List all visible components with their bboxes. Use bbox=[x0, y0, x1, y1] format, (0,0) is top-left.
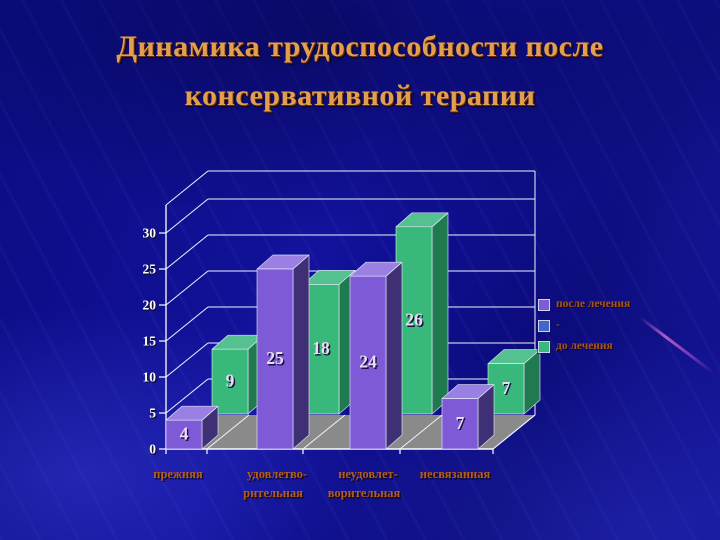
bar-front-face bbox=[349, 275, 387, 450]
category-label-shadow: несвязанная bbox=[421, 468, 492, 482]
category-label: несвязанная bbox=[420, 467, 491, 481]
left-wall-gridline bbox=[165, 198, 209, 234]
legend-item: до лечения bbox=[538, 336, 630, 357]
y-tick-label-shadow: 15 bbox=[144, 335, 158, 350]
category-label-shadow: удовлетво- bbox=[248, 468, 308, 482]
y-tick-label-shadow: 0 bbox=[151, 443, 158, 458]
bar-front-face bbox=[211, 348, 249, 415]
bar-value-label: 4 bbox=[180, 424, 189, 444]
legend-swatch bbox=[538, 340, 550, 353]
y-tick-label-shadow: 30 bbox=[144, 227, 158, 242]
bar-value-label-shadow: 4 bbox=[181, 425, 190, 445]
y-tick-label: 25 bbox=[143, 262, 157, 277]
bar-value-label: 18 bbox=[312, 338, 330, 358]
bar-value-label-shadow: 9 bbox=[227, 372, 236, 392]
y-tick-label-shadow: 25 bbox=[144, 263, 158, 278]
category-label-line2-shadow: рительная bbox=[245, 487, 305, 501]
category-label: удовлетво- bbox=[247, 467, 307, 481]
legend-label: - bbox=[556, 319, 560, 331]
bar-value-label: 7 bbox=[456, 413, 465, 433]
y-tick-label-shadow: 20 bbox=[144, 299, 158, 314]
left-wall-top-edge bbox=[165, 170, 209, 206]
category-label-line2-shadow: ворительная bbox=[329, 487, 402, 501]
left-wall-gridline bbox=[165, 378, 209, 414]
bar-value-label: 7 bbox=[502, 378, 511, 398]
legend-label: до лечения bbox=[556, 340, 613, 352]
bar-value-label: 25 bbox=[266, 348, 284, 368]
legend-swatch bbox=[538, 298, 550, 311]
slide-title-line1: Динамика трудоспособности после bbox=[116, 30, 604, 63]
floor-category-line bbox=[206, 414, 250, 450]
bar-front-face bbox=[256, 268, 294, 450]
bar-side-face bbox=[292, 254, 310, 450]
category-label-line2: ворительная bbox=[328, 486, 401, 500]
y-tick-label: 15 bbox=[143, 334, 157, 349]
bar-value-label-shadow: 18 bbox=[314, 340, 332, 360]
left-wall-gridline bbox=[165, 234, 209, 270]
y-tick-label: 10 bbox=[143, 370, 157, 385]
bar-front-face bbox=[441, 398, 479, 450]
legend-item: после лечения bbox=[538, 294, 630, 315]
legend-label: после лечения bbox=[556, 298, 631, 310]
slide-title-line2: консервативной терапии bbox=[184, 79, 536, 112]
left-wall-gridline bbox=[165, 270, 209, 306]
bar-front-face bbox=[487, 363, 525, 415]
bar-value-label-shadow: 7 bbox=[503, 379, 512, 399]
bar-value-label: 24 bbox=[359, 352, 377, 372]
left-wall-gridline bbox=[165, 342, 209, 378]
bar-value-label: 9 bbox=[226, 371, 235, 391]
bar-value-label-shadow: 25 bbox=[268, 349, 286, 369]
bar-value-label: 26 bbox=[405, 309, 423, 329]
category-label: неудовлет- bbox=[338, 467, 398, 481]
bar-value-label-shadow: 26 bbox=[407, 311, 425, 331]
left-wall-gridline bbox=[165, 306, 209, 342]
legend-swatch bbox=[538, 319, 550, 332]
bar-side-face bbox=[431, 212, 449, 415]
y-tick-label-shadow: 10 bbox=[144, 371, 158, 386]
floor-category-line bbox=[399, 414, 443, 450]
slide-title: Динамика трудоспособности после консерва… bbox=[0, 22, 720, 120]
bar-front-face bbox=[165, 419, 203, 450]
category-label: прежняя bbox=[153, 467, 203, 481]
bar-value-label-shadow: 7 bbox=[457, 414, 466, 434]
legend-item: - bbox=[538, 315, 630, 336]
y-tick-label: 5 bbox=[149, 406, 156, 421]
category-label-shadow: прежняя bbox=[155, 468, 205, 482]
y-tick-label: 20 bbox=[143, 298, 157, 313]
bar-side-face bbox=[385, 261, 403, 450]
chart-legend: после лечения - до лечения bbox=[538, 294, 630, 357]
y-tick-label: 0 bbox=[149, 442, 156, 457]
floor-category-line bbox=[492, 414, 536, 450]
y-tick-label-shadow: 5 bbox=[151, 407, 158, 422]
category-label-shadow: неудовлет- bbox=[340, 468, 400, 482]
bar-value-label-shadow: 24 bbox=[361, 353, 379, 373]
y-tick-label: 30 bbox=[143, 226, 157, 241]
category-label-line2: рительная bbox=[243, 486, 303, 500]
floor-category-line bbox=[302, 414, 346, 450]
